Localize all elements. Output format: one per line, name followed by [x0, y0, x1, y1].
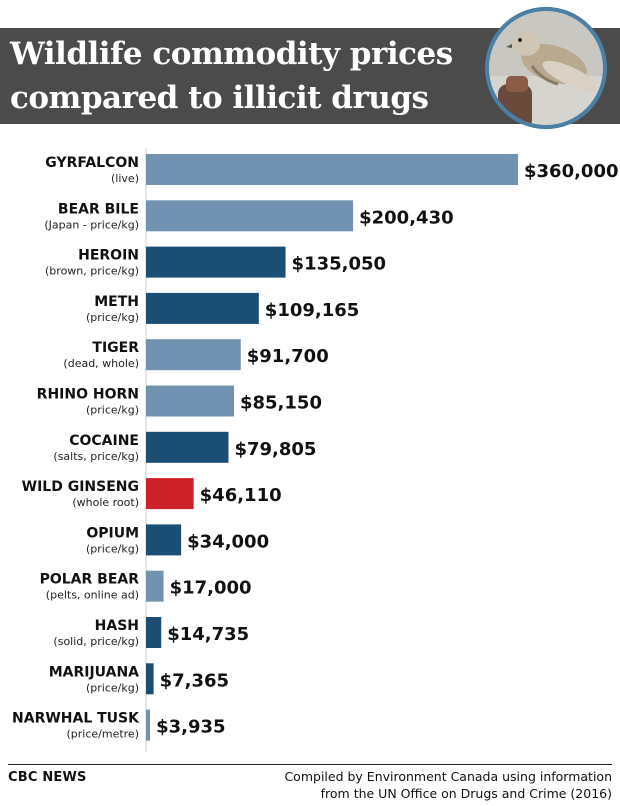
category-sublabel: (live): [111, 172, 139, 185]
bar-row: POLAR BEAR(pelts, online ad) $17,000: [40, 570, 252, 602]
bar-row: MARIJUANA(price/kg) $7,365: [49, 663, 229, 695]
bar: [146, 524, 182, 556]
category-sublabel: (pelts, online ad): [46, 589, 139, 602]
category-label: BEAR BILE: [58, 201, 139, 217]
value-label: $14,735: [167, 624, 249, 645]
chart-title: Wildlife commodity prices compared to il…: [10, 32, 480, 120]
value-label: $135,050: [292, 254, 387, 275]
category-sublabel: (price/kg): [86, 311, 139, 324]
category-label: RHINO HORN: [37, 387, 139, 403]
bar: [146, 246, 286, 278]
value-label: $7,365: [160, 670, 229, 691]
category-label: METH: [94, 294, 139, 310]
title-line-1: Wildlife commodity prices: [10, 36, 453, 72]
footer-divider: [8, 764, 612, 765]
bar: [146, 385, 234, 417]
value-label: $109,165: [265, 300, 360, 321]
value-label: $200,430: [359, 207, 454, 228]
bar-row: COCAINE(salts, price/kg) $79,805: [53, 431, 316, 463]
category-label: HEROIN: [78, 248, 139, 264]
bar-row: HASH(solid, price/kg) $14,735: [53, 617, 249, 648]
value-label: $34,000: [187, 531, 269, 552]
category-label: GYRFALCON: [45, 155, 139, 171]
category-label: WILD GINSENG: [22, 479, 139, 495]
bar: [146, 154, 518, 185]
bar: [146, 339, 241, 371]
value-label: $360,000: [524, 161, 619, 182]
bar: [146, 617, 162, 648]
category-label: POLAR BEAR: [40, 572, 140, 588]
bar-row: OPIUM(price/kg) $34,000: [86, 524, 269, 556]
category-label: MARIJUANA: [49, 664, 139, 680]
value-label: $46,110: [200, 485, 282, 506]
bar-row: GYRFALCON(live) $360,000: [45, 154, 619, 185]
bar-row: HEROIN(brown, price/kg) $135,050: [45, 246, 387, 278]
bar-row: TIGER(dead, whole) $91,700: [63, 339, 329, 371]
category-label: HASH: [95, 618, 139, 634]
value-label: $91,700: [247, 346, 329, 367]
bar: [146, 200, 354, 232]
bar-row: WILD GINSENG(whole root) $46,110: [22, 478, 282, 510]
category-sublabel: (price/kg): [86, 404, 139, 417]
category-sublabel: (Japan - price/kg): [44, 218, 139, 231]
category-sublabel: (dead, whole): [63, 357, 139, 370]
bar: [146, 709, 151, 741]
bar-row: BEAR BILE(Japan - price/kg) $200,430: [44, 200, 454, 232]
category-sublabel: (whole root): [72, 496, 139, 509]
category-sublabel: (salts, price/kg): [53, 450, 139, 463]
bar: [146, 292, 259, 324]
category-sublabel: (price/kg): [86, 542, 139, 555]
brand-credit: CBC NEWS: [8, 770, 87, 785]
value-label: $85,150: [240, 393, 322, 414]
category-label: COCAINE: [69, 433, 139, 449]
bar-row: RHINO HORN(price/kg) $85,150: [37, 385, 322, 417]
category-sublabel: (solid, price/kg): [53, 635, 139, 648]
category-sublabel: (brown, price/kg): [45, 265, 139, 278]
source-line-1: Compiled by Environment Canada using inf…: [284, 769, 612, 784]
bar-row: NARWHAL TUSK(price/metre) $3,935: [12, 709, 226, 741]
bar: [146, 478, 194, 510]
category-sublabel: (price/kg): [86, 681, 139, 694]
category-label: NARWHAL TUSK: [12, 711, 140, 727]
gyrfalcon-photo: [485, 7, 607, 129]
value-label: $17,000: [170, 578, 252, 599]
category-sublabel: (price/metre): [66, 728, 139, 741]
bar: [146, 663, 154, 695]
category-label: OPIUM: [86, 525, 139, 541]
category-label: TIGER: [92, 340, 139, 356]
source-note: Compiled by Environment Canada using inf…: [192, 768, 612, 802]
value-label: $79,805: [234, 439, 316, 460]
bar-row: METH(price/kg) $109,165: [86, 292, 360, 324]
value-label: $3,935: [156, 717, 225, 738]
bar: [146, 570, 164, 602]
bar: [146, 431, 229, 463]
source-line-2: from the UN Office on Drugs and Crime (2…: [320, 786, 612, 801]
title-line-2: compared to illicit drugs: [10, 80, 429, 116]
